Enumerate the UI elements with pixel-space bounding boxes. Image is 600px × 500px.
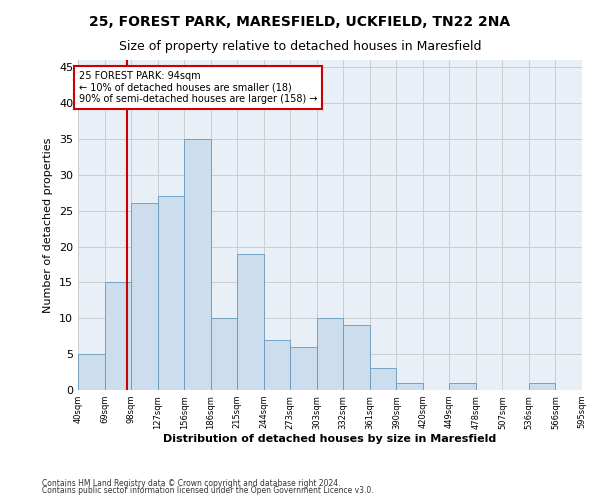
Text: Size of property relative to detached houses in Maresfield: Size of property relative to detached ho… — [119, 40, 481, 53]
Bar — [290, 347, 317, 390]
X-axis label: Distribution of detached houses by size in Maresfield: Distribution of detached houses by size … — [163, 434, 497, 444]
Bar — [529, 383, 556, 390]
Bar — [343, 326, 370, 390]
Bar — [78, 354, 104, 390]
Bar — [104, 282, 131, 390]
Bar — [237, 254, 263, 390]
Bar — [370, 368, 397, 390]
Text: 25, FOREST PARK, MARESFIELD, UCKFIELD, TN22 2NA: 25, FOREST PARK, MARESFIELD, UCKFIELD, T… — [89, 15, 511, 29]
Bar — [449, 383, 476, 390]
Bar — [131, 204, 158, 390]
Bar — [211, 318, 237, 390]
Bar — [158, 196, 184, 390]
Bar — [263, 340, 290, 390]
Text: Contains HM Land Registry data © Crown copyright and database right 2024.: Contains HM Land Registry data © Crown c… — [42, 478, 341, 488]
Y-axis label: Number of detached properties: Number of detached properties — [43, 138, 53, 312]
Text: 25 FOREST PARK: 94sqm
← 10% of detached houses are smaller (18)
90% of semi-deta: 25 FOREST PARK: 94sqm ← 10% of detached … — [79, 71, 317, 104]
Bar — [397, 383, 423, 390]
Bar — [184, 139, 211, 390]
Bar — [317, 318, 343, 390]
Text: Contains public sector information licensed under the Open Government Licence v3: Contains public sector information licen… — [42, 486, 374, 495]
